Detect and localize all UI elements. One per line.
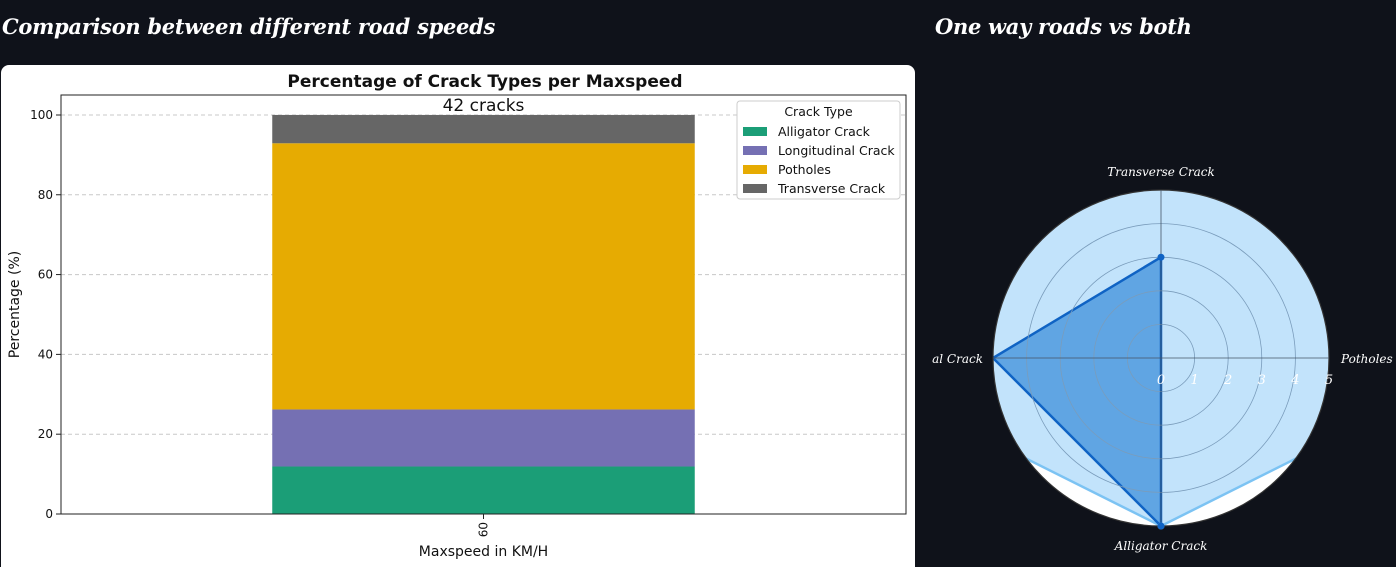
radar-tick-label: 5 (1325, 373, 1333, 388)
radar-tick-label: 1 (1190, 373, 1198, 388)
y-tick-label: 100 (30, 108, 53, 122)
stacked-bar-chart: 0 20 40 60 80 100 60 Percentage of Crack Type… (7, 72, 907, 560)
radar-axis-label-longitudinal-crack: al Crack (932, 352, 983, 366)
legend-swatch-alligator-crack (743, 127, 767, 136)
section-title-one-way-roads: One way roads vs both (935, 14, 1192, 39)
chart-title: Percentage of Crack Types per Maxspeed (287, 72, 682, 92)
radar-chart: 0 1 2 3 4 5 Transverse Crack Potholes Alligator… (932, 165, 1393, 553)
chart-legend: Crack Type Alligator Crack Longitudinal C… (736, 100, 901, 200)
y-tick-label: 20 (38, 427, 53, 441)
radar-tick-label: 3 (1258, 373, 1266, 388)
y-tick-label: 0 (45, 507, 53, 521)
y-tick-label: 80 (38, 188, 53, 202)
legend-label-longitudinal-crack: Longitudinal Crack (778, 143, 895, 158)
bar-segment-alligator-crack (272, 466, 695, 514)
y-axis-label: Percentage (%) (7, 251, 23, 358)
bar-segment-transverse-crack (272, 114, 695, 144)
legend-swatch-potholes (743, 165, 767, 174)
radar-axis-label-alligator-crack: Alligator Crack (1114, 539, 1208, 553)
legend-box (736, 100, 901, 200)
legend-swatch-longitudinal-crack (743, 146, 767, 155)
legend-swatch-transverse-crack (743, 184, 767, 193)
radar-tick-label: 0 (1157, 373, 1165, 388)
radar-axis-label-potholes: Potholes (1340, 352, 1393, 366)
bar-count-annotation: 42 cracks (443, 96, 525, 116)
section-title-road-speeds: Comparison between different road speeds (2, 14, 496, 39)
legend-label-potholes: Potholes (778, 162, 831, 177)
legend-title: Crack Type (784, 104, 853, 119)
y-tick-label: 40 (38, 347, 53, 361)
bar-chart-card: 0 20 40 60 80 100 60 Percentage of Crack Type… (1, 65, 915, 567)
radar-axis-label-transverse-crack: Transverse Crack (1107, 165, 1215, 179)
legend-label-alligator-crack: Alligator Crack (778, 124, 871, 139)
radar-tick-label: 2 (1223, 373, 1232, 388)
radar-point-series-2-transverse-crack (1157, 253, 1165, 261)
y-tick-label: 60 (38, 268, 53, 282)
radar-tick-label: 4 (1290, 373, 1299, 388)
radar-point-series-2-alligator-crack (1157, 522, 1165, 530)
x-axis-label: Maxspeed in KM/H (419, 544, 548, 560)
x-tick-label: 60 (477, 522, 491, 537)
bar-segment-longitudinal-crack (272, 409, 695, 467)
legend-label-transverse-crack: Transverse Crack (777, 181, 886, 196)
bar-segment-potholes (272, 143, 695, 410)
